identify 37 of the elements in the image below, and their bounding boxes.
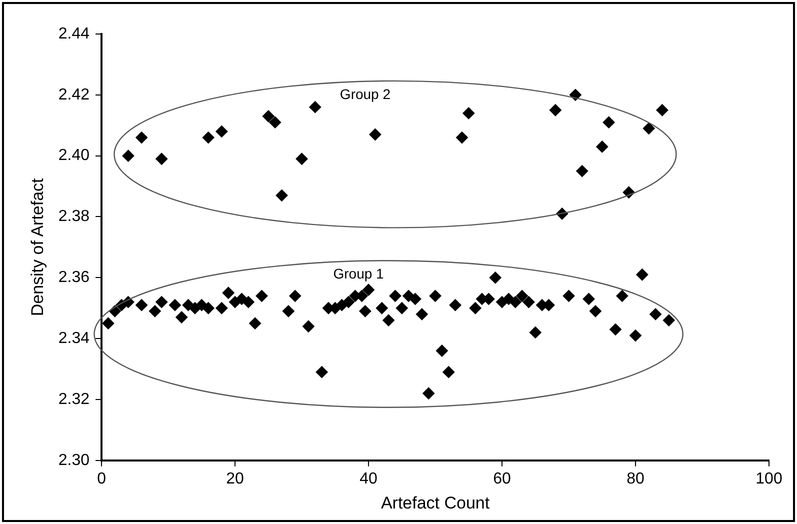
point [369, 128, 382, 141]
x-tick-label: 60 [493, 470, 512, 488]
point [462, 107, 475, 120]
point [596, 140, 608, 153]
y-tick-label: 2.42 [58, 86, 90, 104]
x-tick-label: 40 [360, 470, 378, 488]
y-tick-label: 2.44 [58, 25, 90, 42]
point [156, 152, 168, 165]
point [216, 125, 228, 138]
x-tick-label: 80 [626, 470, 645, 488]
point [549, 104, 562, 116]
y-tick-label: 2.40 [58, 147, 90, 164]
point [262, 110, 274, 122]
y-tick-label: 2.30 [58, 452, 90, 469]
point [269, 116, 282, 128]
y-tick-label: 2.34 [58, 330, 90, 347]
y-tick-label: 2.32 [58, 390, 90, 408]
x-tick-label: 100 [756, 470, 782, 488]
x-axis-title: Artefact Count [380, 493, 490, 512]
point [276, 189, 288, 202]
annotation: Group 2 [340, 86, 391, 102]
y-tick-label: 2.36 [58, 269, 90, 286]
y-axis-title: Density of Artefact [28, 178, 47, 316]
point [296, 152, 308, 165]
point [656, 104, 668, 116]
point [576, 165, 588, 178]
x-tick-label: 0 [97, 470, 106, 488]
point [309, 101, 322, 114]
point [136, 132, 148, 144]
point [456, 132, 468, 144]
point [642, 122, 655, 134]
x-tick-label: 20 [226, 470, 244, 488]
point [602, 116, 615, 128]
point [122, 150, 134, 162]
y-tick-label: 2.38 [58, 208, 90, 226]
point [202, 132, 214, 144]
annotation: Group 1 [333, 265, 384, 282]
